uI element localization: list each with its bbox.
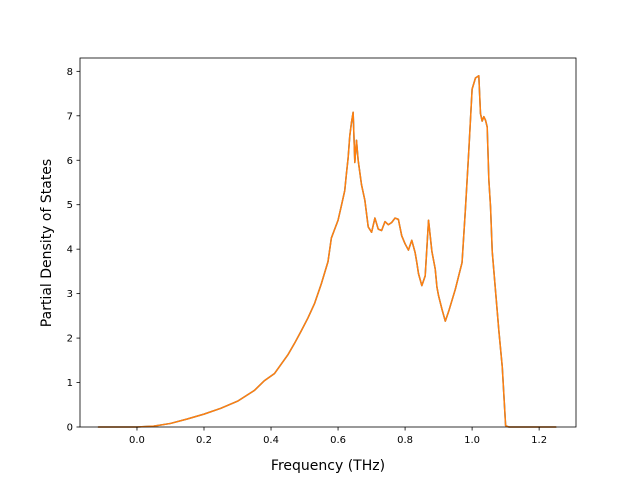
y-tick-label: 4	[67, 245, 73, 256]
y-tick-label: 1	[67, 378, 73, 389]
x-axis-title: Frequency (THz)	[271, 458, 385, 474]
y-tick-label: 5	[67, 200, 73, 211]
x-tick-label: 0.8	[397, 435, 413, 446]
x-tick-label: 1.2	[531, 435, 547, 446]
x-tick-label: 0.6	[330, 435, 346, 446]
x-tick-label: 0.0	[129, 435, 145, 446]
x-tick-label: 0.2	[196, 435, 212, 446]
y-tick-label: 6	[67, 156, 73, 167]
y-axis-title: Partial Density of States	[39, 159, 55, 327]
y-tick-label: 0	[67, 423, 73, 434]
axes-frame	[79, 57, 577, 428]
plot-layer	[97, 75, 557, 428]
y-tick-label: 7	[67, 111, 73, 122]
x-tick-label: 1.0	[464, 435, 480, 446]
y-tick-label: 2	[67, 334, 73, 345]
series-line-2	[97, 75, 557, 428]
axes-layer: 0.0 0.2 0.4 0.6 0.8 1.0 1.2 0 1 2 3 4 5 6 7 8	[67, 57, 577, 446]
y-tick-label: 3	[67, 289, 73, 300]
x-tick-label: 0.4	[263, 435, 279, 446]
y-tick-label: 8	[67, 67, 73, 78]
